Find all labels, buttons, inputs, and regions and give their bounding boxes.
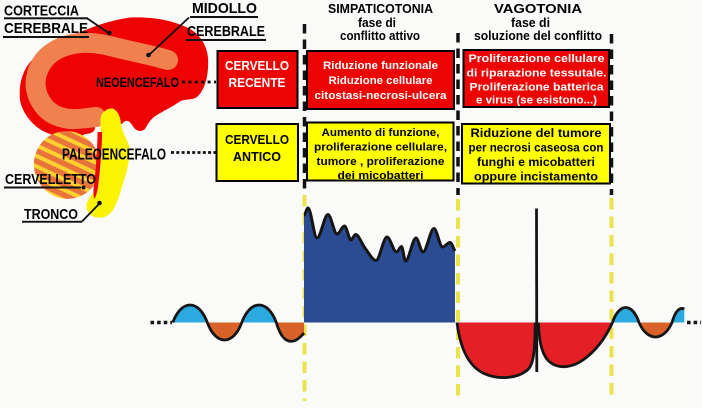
svg-text:di riparazione tessutale.: di riparazione tessutale. xyxy=(467,68,607,80)
svg-text:Aumento di funzione,: Aumento di funzione, xyxy=(322,127,440,139)
svg-text:e virus (se esistono...): e virus (se esistono...) xyxy=(476,95,597,107)
svg-text:RECENTE: RECENTE xyxy=(229,76,286,90)
svg-text:proliferazione cellulare,: proliferazione cellulare, xyxy=(314,142,447,154)
svg-text:CEREBRALE: CEREBRALE xyxy=(4,20,88,37)
svg-text:CEREBRALE: CEREBRALE xyxy=(187,23,265,40)
svg-text:PALEOENCEFALO: PALEOENCEFALO xyxy=(62,147,166,164)
svg-text:conflitto attivo: conflitto attivo xyxy=(340,29,420,43)
svg-text:dei micobatteri: dei micobatteri xyxy=(338,170,424,182)
svg-text:Riduzione del tumore: Riduzione del tumore xyxy=(471,128,602,140)
svg-text:Proliferazione cellulare: Proliferazione cellulare xyxy=(469,53,605,65)
svg-text:CORTECCIA: CORTECCIA xyxy=(4,3,79,20)
svg-text:NEOENCEFALO: NEOENCEFALO xyxy=(96,75,179,90)
svg-text:citostasi-necrosi-ulcera: citostasi-necrosi-ulcera xyxy=(315,90,448,102)
svg-text:Proliferazione batterica: Proliferazione batterica xyxy=(470,82,605,94)
svg-text:VAGOTONIA: VAGOTONIA xyxy=(494,2,582,16)
svg-text:CERVELLO: CERVELLO xyxy=(225,59,289,73)
svg-text:fase di: fase di xyxy=(358,16,396,30)
svg-text:TRONCO: TRONCO xyxy=(24,206,78,223)
svg-text:Riduzione cellulare: Riduzione cellulare xyxy=(329,75,433,87)
svg-text:SIMPATICOTONIA: SIMPATICOTONIA xyxy=(328,2,433,16)
svg-text:Riduzione funzionale: Riduzione funzionale xyxy=(323,60,438,72)
svg-text:oppure incistamento: oppure incistamento xyxy=(474,172,598,184)
svg-text:per necrosi caseosa con: per necrosi caseosa con xyxy=(469,143,604,155)
svg-text:tumore , proliferazione: tumore , proliferazione xyxy=(317,156,445,168)
svg-text:fase di: fase di xyxy=(511,16,550,30)
svg-text:MIDOLLO: MIDOLLO xyxy=(192,0,257,17)
svg-text:ANTICO: ANTICO xyxy=(233,150,281,164)
svg-text:funghi e micobatteri: funghi e micobatteri xyxy=(477,157,595,169)
svg-text:soluzione del conflitto: soluzione del conflitto xyxy=(474,29,602,43)
svg-text:CERVELLETTO: CERVELLETTO xyxy=(5,172,96,188)
svg-text:CERVELLO: CERVELLO xyxy=(225,133,289,147)
